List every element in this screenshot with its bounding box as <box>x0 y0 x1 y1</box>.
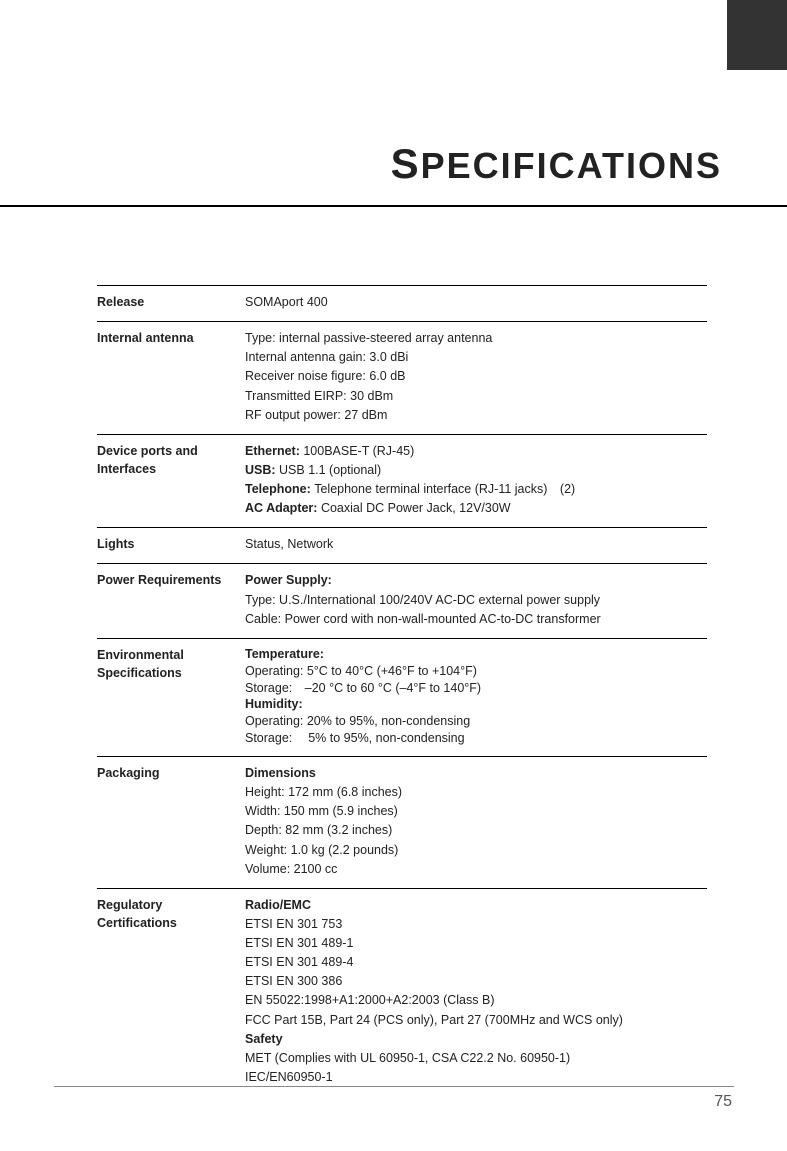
spec-value-line-bold: USB: <box>245 463 279 477</box>
spec-row-label: Power Requirements <box>97 569 245 628</box>
spec-row-value: DimensionsHeight: 172 mm (6.8 inches)Wid… <box>245 762 707 879</box>
spec-value-line: Weight: 1.0 kg (2.2 pounds) <box>245 841 707 859</box>
spec-row-label: Release <box>97 291 245 312</box>
spec-value-line: Ethernet: 100BASE-T (RJ-45) <box>245 442 707 460</box>
spec-value-line: RF output power: 27 dBm <box>245 406 707 424</box>
spec-value-line: USB: USB 1.1 (optional) <box>245 461 707 479</box>
spec-value-line: Safety <box>245 1030 707 1048</box>
spec-row: Internal antennaType: internal passive-s… <box>97 321 707 434</box>
spec-row-label: Environmental Specifications <box>97 644 245 747</box>
spec-value-line: Internal antenna gain: 3.0 dBi <box>245 348 707 366</box>
page-title: SPECIFICATIONS <box>391 140 722 188</box>
spec-row: Environmental SpecificationsTemperature:… <box>97 638 707 756</box>
spec-value-line: ETSI EN 300 386 <box>245 972 707 990</box>
spec-value-line-rest: USB 1.1 (optional) <box>279 463 381 477</box>
spec-value-line: Transmitted EIRP: 30 dBm <box>245 387 707 405</box>
spec-row-value: Temperature:Operating: 5°C to 40°C (+46°… <box>245 644 707 747</box>
footer-rule <box>54 1086 734 1087</box>
spec-value-line: Power Supply: <box>245 571 707 589</box>
spec-row-label: Packaging <box>97 762 245 879</box>
spec-row: Device ports and InterfacesEthernet: 100… <box>97 434 707 528</box>
spec-row-value: Power Supply: Type: U.S./International 10… <box>245 569 707 628</box>
spec-row-value: Status, Network <box>245 533 707 554</box>
page-number: 75 <box>714 1093 732 1111</box>
spec-value-line: Receiver noise figure: 6.0 dB <box>245 367 707 385</box>
spec-value-line-bold: Telephone: <box>245 482 314 496</box>
spec-row-value: Type: internal passive-steered array ant… <box>245 327 707 425</box>
spec-value-line-bold: AC Adapter: <box>245 501 321 515</box>
spec-value-line: Volume: 2100 cc <box>245 860 707 878</box>
spec-value-line-bold: Ethernet: <box>245 444 303 458</box>
spec-row-value: Ethernet: 100BASE-T (RJ-45)USB: USB 1.1 … <box>245 440 707 519</box>
spec-value-line: Cable: Power cord with non-wall-mounted … <box>245 610 707 628</box>
spec-value-line: SOMAport 400 <box>245 293 707 311</box>
spec-value-line: Height: 172 mm (6.8 inches) <box>245 783 707 801</box>
spec-value-line: Storage: –20 °C to 60 °C (–4°F to 140°F) <box>245 680 707 697</box>
spec-value-line: AC Adapter: Coaxial DC Power Jack, 12V/3… <box>245 499 707 517</box>
spec-value-line: Dimensions <box>245 764 707 782</box>
spec-value-line: Depth: 82 mm (3.2 inches) <box>245 821 707 839</box>
title-rule <box>0 205 787 207</box>
spec-value-line: Width: 150 mm (5.9 inches) <box>245 802 707 820</box>
spec-row: Power RequirementsPower Supply: Type: U.S… <box>97 563 707 637</box>
spec-value-line: Operating: 20% to 95%, non-condensing <box>245 713 707 730</box>
page-title-rest: PECIFICATIONS <box>421 145 722 186</box>
spec-row-value: SOMAport 400 <box>245 291 707 312</box>
spec-value-line: MET (Complies with UL 60950-1, CSA C22.2… <box>245 1049 707 1067</box>
spec-row: LightsStatus, Network <box>97 527 707 563</box>
spec-row-label: Internal antenna <box>97 327 245 425</box>
spec-row-label: Lights <box>97 533 245 554</box>
spec-value-line: Temperature: <box>245 646 707 663</box>
spec-value-line: Type: U.S./International 100/240V AC-DC … <box>245 591 707 609</box>
spec-value-line: Operating: 5°C to 40°C (+46°F to +104°F) <box>245 663 707 680</box>
spec-row-label: Regulatory Certifications <box>97 894 245 1087</box>
spec-value-line: Type: internal passive-steered array ant… <box>245 329 707 347</box>
spec-value-line-rest: Telephone terminal interface (RJ-11 jack… <box>314 482 575 496</box>
spec-row: PackagingDimensionsHeight: 172 mm (6.8 i… <box>97 756 707 888</box>
spec-value-line: EN 55022:1998+A1:2000+A2:2003 (Class B) <box>245 991 707 1009</box>
spec-value-line: Radio/EMC <box>245 896 707 914</box>
spec-value-line-rest: 100BASE-T (RJ-45) <box>303 444 414 458</box>
specifications-table: ReleaseSOMAport 400Internal antennaType:… <box>97 285 707 1096</box>
spec-value-line: FCC Part 15B, Part 24 (PCS only), Part 2… <box>245 1011 707 1029</box>
spec-value-line: ETSI EN 301 753 <box>245 915 707 933</box>
spec-value-line: Storage: 5% to 95%, non-condensing <box>245 730 707 747</box>
spec-row: ReleaseSOMAport 400 <box>97 285 707 321</box>
spec-value-line: Status, Network <box>245 535 707 553</box>
spec-row-label: Device ports and Interfaces <box>97 440 245 519</box>
spec-value-line: ETSI EN 301 489-1 <box>245 934 707 952</box>
spec-row: Regulatory CertificationsRadio/EMCETSI E… <box>97 888 707 1096</box>
page-title-first-letter: S <box>391 140 421 187</box>
corner-tab <box>727 0 787 70</box>
spec-value-line: Telephone: Telephone terminal interface … <box>245 480 707 498</box>
spec-value-line: ETSI EN 301 489-4 <box>245 953 707 971</box>
spec-value-line-rest: Coaxial DC Power Jack, 12V/30W <box>321 501 511 515</box>
spec-row-value: Radio/EMCETSI EN 301 753ETSI EN 301 489-… <box>245 894 707 1087</box>
spec-value-line: Humidity: <box>245 696 707 713</box>
spec-value-line: IEC/EN60950-1 <box>245 1068 707 1086</box>
